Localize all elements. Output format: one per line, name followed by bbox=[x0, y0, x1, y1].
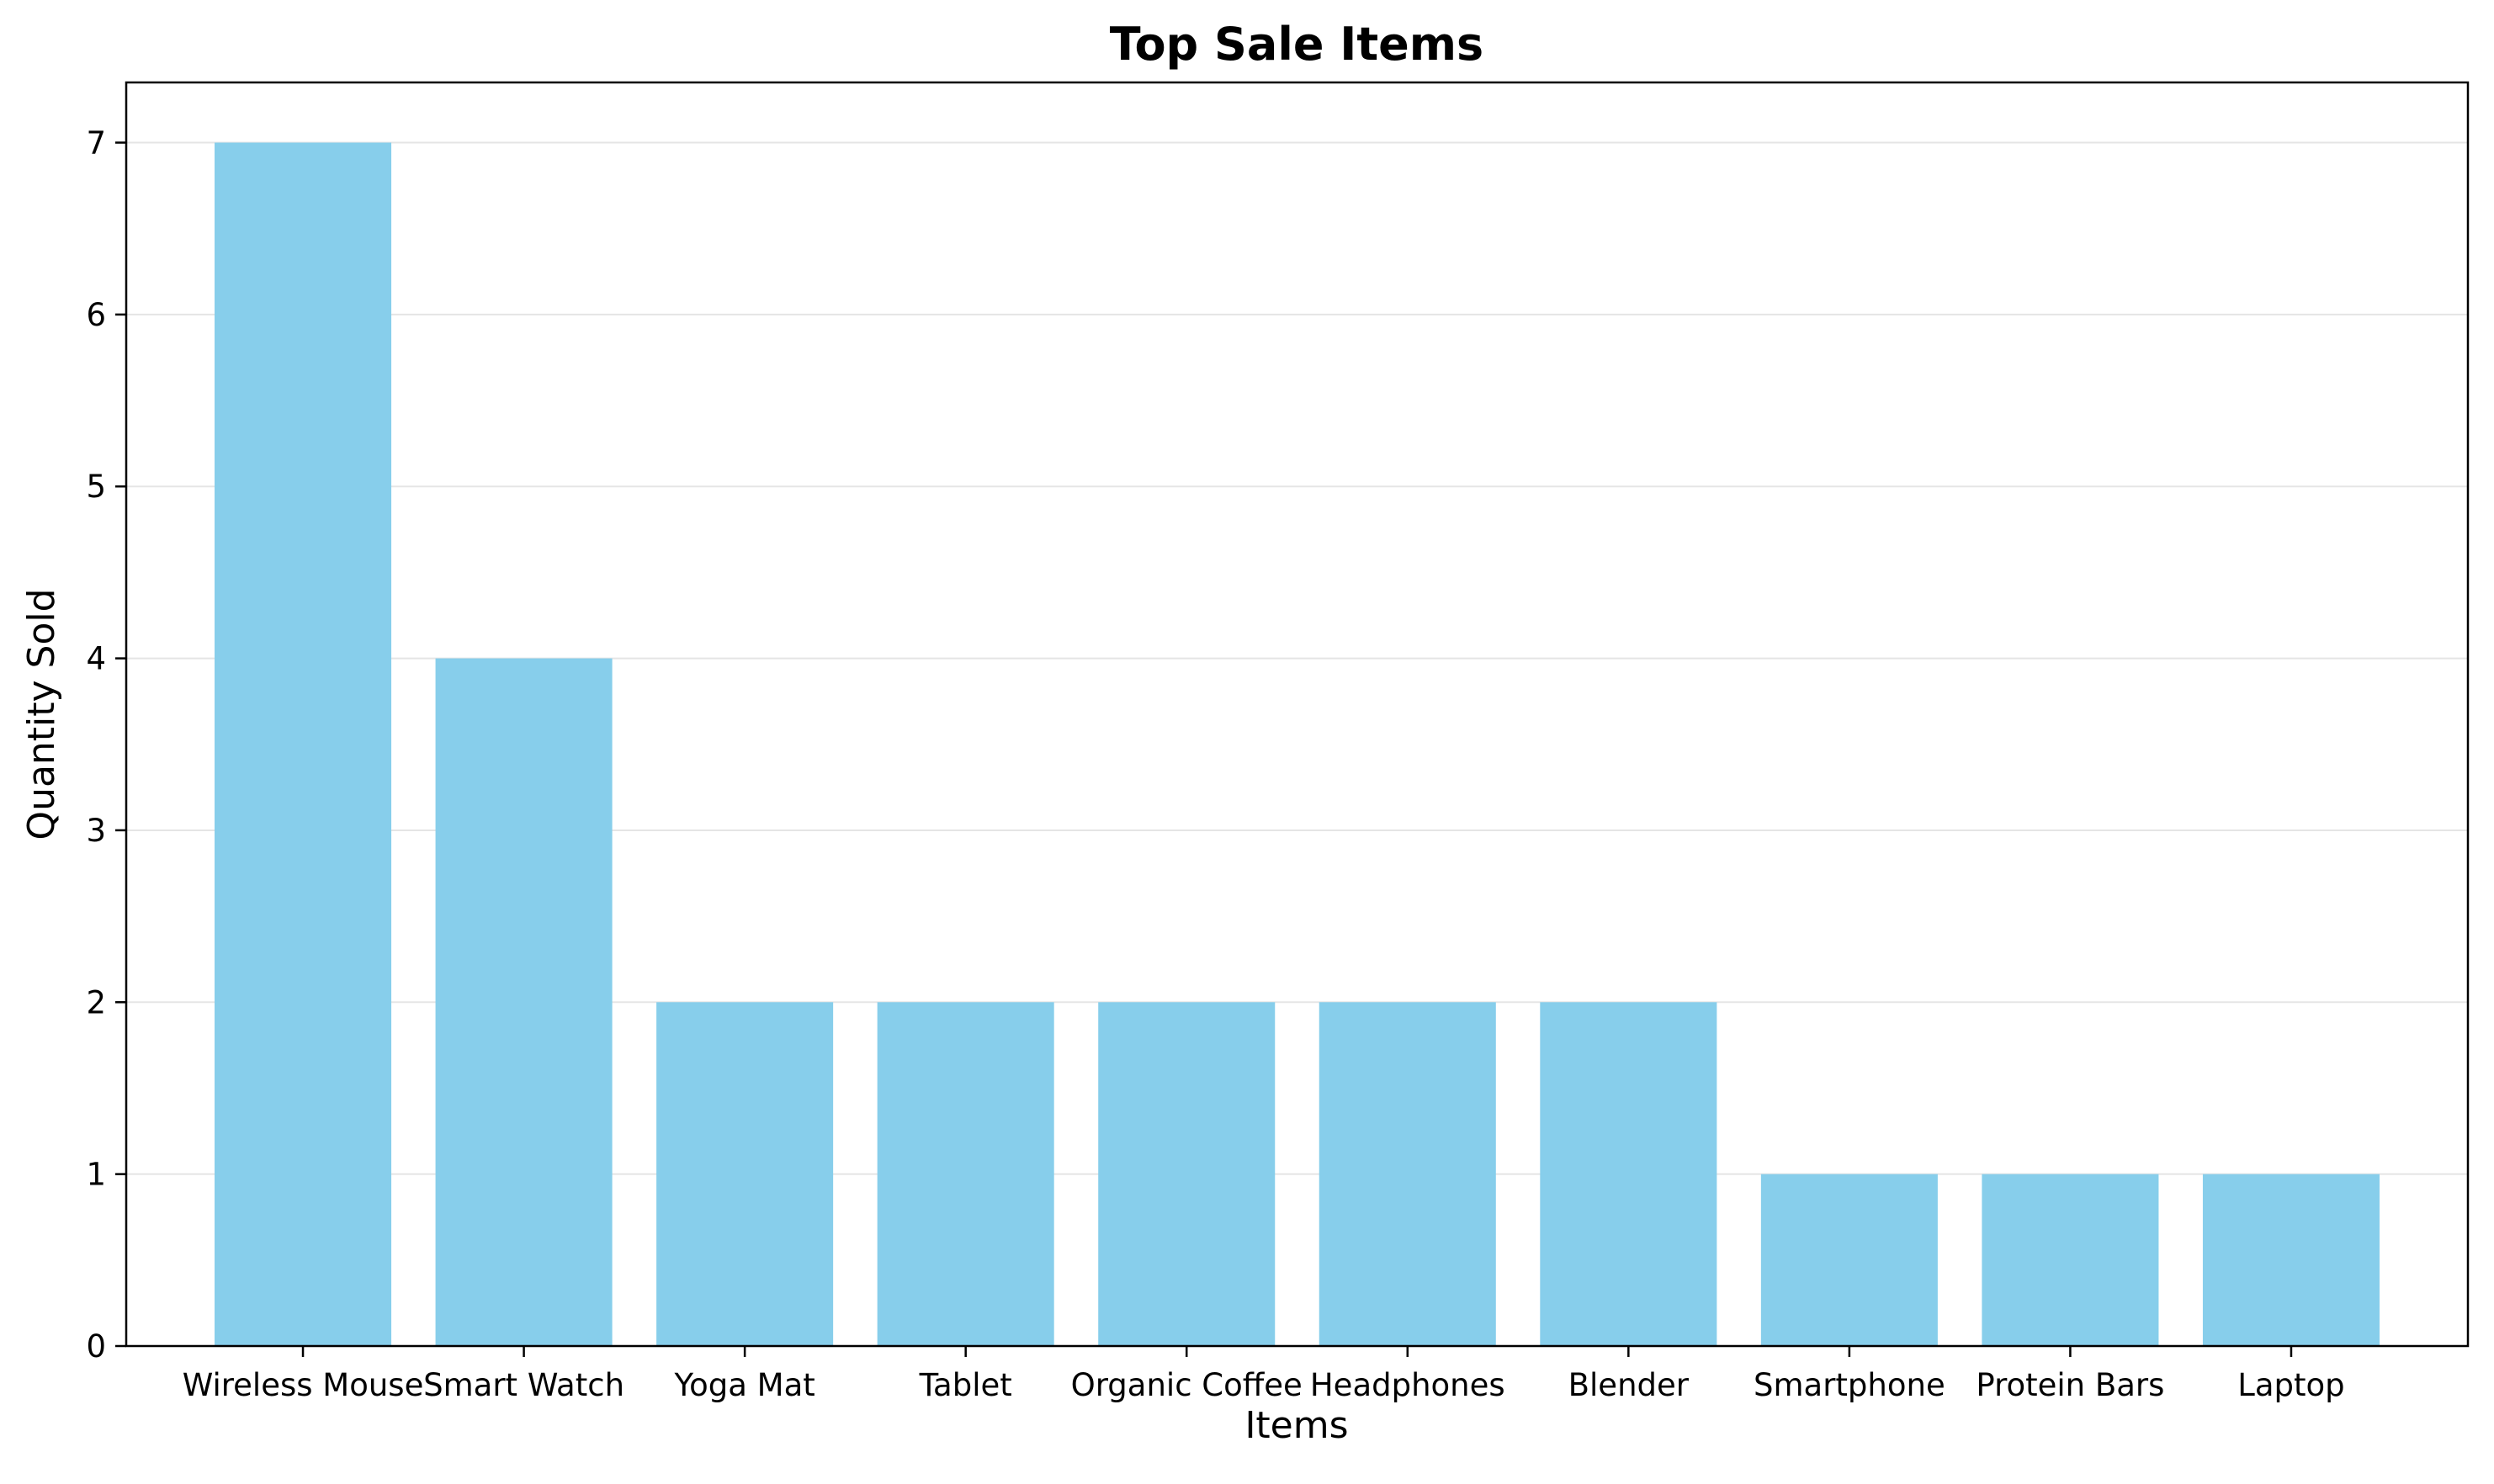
bar bbox=[1540, 1002, 1717, 1346]
chart-title: Top Sale Items bbox=[1110, 18, 1483, 71]
x-tick-label: Smartphone bbox=[1754, 1367, 1945, 1403]
plot-frame bbox=[125, 81, 2470, 1348]
x-tick-label: Laptop bbox=[2237, 1367, 2344, 1403]
bar bbox=[1319, 1002, 1496, 1346]
y-tick-label: 2 bbox=[86, 984, 106, 1020]
bar bbox=[2202, 1174, 2380, 1346]
x-tick-label: Headphones bbox=[1310, 1367, 1505, 1403]
y-axis-label: Quantity Sold bbox=[20, 588, 63, 840]
x-tick-label: Organic Coffee bbox=[1071, 1367, 1303, 1403]
bar bbox=[215, 142, 392, 1346]
y-tick-label: 0 bbox=[86, 1328, 106, 1365]
x-axis-ticks: Wireless Mouse Smart Watch Yoga Mat Tablet O… bbox=[183, 1346, 2345, 1403]
x-tick-label: Smart Watch bbox=[423, 1367, 624, 1403]
x-tick-label: Tablet bbox=[919, 1367, 1012, 1403]
x-axis-label: Items bbox=[1244, 1404, 1348, 1447]
bar bbox=[1982, 1174, 2159, 1346]
bar bbox=[435, 658, 613, 1346]
y-axis-ticks: 0 1 2 3 4 5 6 7 bbox=[86, 125, 126, 1365]
y-tick-label: 5 bbox=[86, 469, 106, 505]
y-tick-label: 7 bbox=[86, 125, 106, 162]
y-tick-label: 3 bbox=[86, 813, 106, 849]
bar bbox=[656, 1002, 834, 1346]
y-tick-label: 4 bbox=[86, 641, 106, 677]
x-tick-label: Blender bbox=[1568, 1367, 1690, 1403]
x-tick-label: Wireless Mouse bbox=[183, 1367, 424, 1403]
y-tick-label: 1 bbox=[86, 1157, 106, 1193]
bar bbox=[1760, 1174, 1938, 1346]
y-tick-label: 6 bbox=[86, 297, 106, 333]
x-tick-label: Yoga Mat bbox=[673, 1367, 815, 1403]
bars bbox=[215, 142, 2380, 1346]
x-tick-label: Protein Bars bbox=[1976, 1367, 2164, 1403]
bar bbox=[1098, 1002, 1276, 1346]
bar bbox=[877, 1002, 1054, 1346]
